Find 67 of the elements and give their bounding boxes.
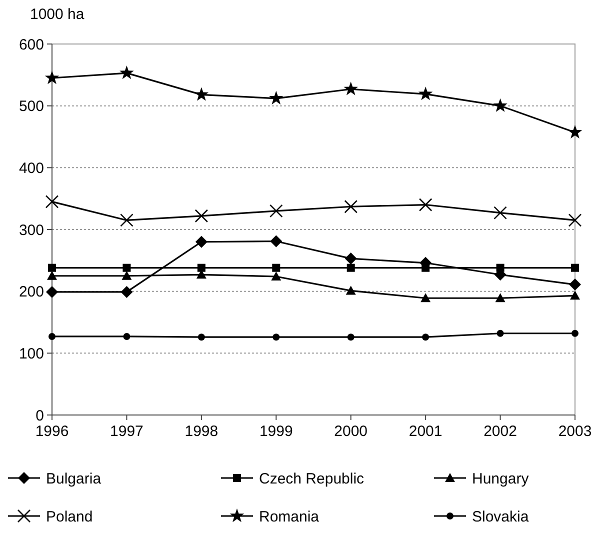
point	[48, 332, 56, 340]
point	[569, 278, 581, 291]
y-tick-label: 300	[18, 222, 44, 239]
point	[496, 330, 504, 337]
point	[572, 330, 578, 337]
y-tick-label: 200	[18, 284, 44, 301]
point	[194, 87, 209, 101]
y-tick-label: 100	[18, 345, 44, 362]
point	[197, 264, 206, 272]
point	[194, 209, 208, 223]
legend-label: Poland	[46, 508, 93, 526]
point	[347, 334, 354, 341]
y-axis-title: 1000 ha	[30, 6, 85, 23]
legend-label: Czech Republic	[259, 470, 365, 488]
point	[45, 195, 59, 208]
x-tick-label: 2003	[558, 423, 592, 440]
point	[568, 214, 582, 227]
point	[493, 98, 508, 112]
x-tick-label: 2000	[334, 423, 368, 440]
point	[195, 236, 208, 248]
point	[120, 66, 134, 80]
point	[120, 286, 133, 298]
point	[269, 90, 284, 104]
x-tick-label: 2001	[408, 423, 442, 440]
point	[272, 334, 280, 341]
y-tick-label: 400	[18, 160, 44, 177]
point	[496, 264, 504, 272]
point	[269, 204, 283, 218]
point	[346, 286, 356, 295]
x-tick-label: 1999	[259, 423, 293, 440]
point	[571, 264, 579, 272]
point	[494, 206, 507, 220]
point	[271, 271, 282, 280]
point	[568, 124, 582, 138]
point	[270, 235, 282, 248]
point	[344, 82, 358, 96]
x-tick-label: 2002	[484, 423, 517, 440]
legend-label: Slovakia	[472, 508, 530, 526]
point	[122, 270, 132, 280]
y-tick-label: 600	[18, 36, 44, 54]
legend-label: Hungary	[472, 470, 530, 488]
point	[344, 200, 358, 214]
point	[420, 293, 431, 302]
point	[570, 290, 580, 300]
point	[422, 264, 430, 272]
y-tick-label: 0	[36, 407, 44, 424]
point	[495, 293, 506, 302]
point	[123, 332, 130, 340]
point	[122, 264, 131, 272]
x-tick-label: 1998	[184, 423, 218, 440]
point	[422, 334, 430, 341]
x-tick-label: 1996	[35, 423, 69, 440]
point	[272, 264, 280, 272]
legend-label: Romania	[259, 508, 320, 526]
point	[120, 214, 134, 227]
point	[198, 334, 205, 341]
legend-label: Bulgaria	[46, 470, 102, 488]
point	[46, 286, 58, 298]
point	[418, 198, 432, 212]
point	[47, 270, 57, 280]
point	[48, 264, 56, 272]
point	[418, 86, 433, 100]
point	[346, 264, 355, 272]
x-tick-label: 1997	[110, 423, 144, 440]
y-tick-label: 500	[18, 98, 44, 116]
point	[44, 70, 60, 84]
point	[344, 252, 357, 265]
